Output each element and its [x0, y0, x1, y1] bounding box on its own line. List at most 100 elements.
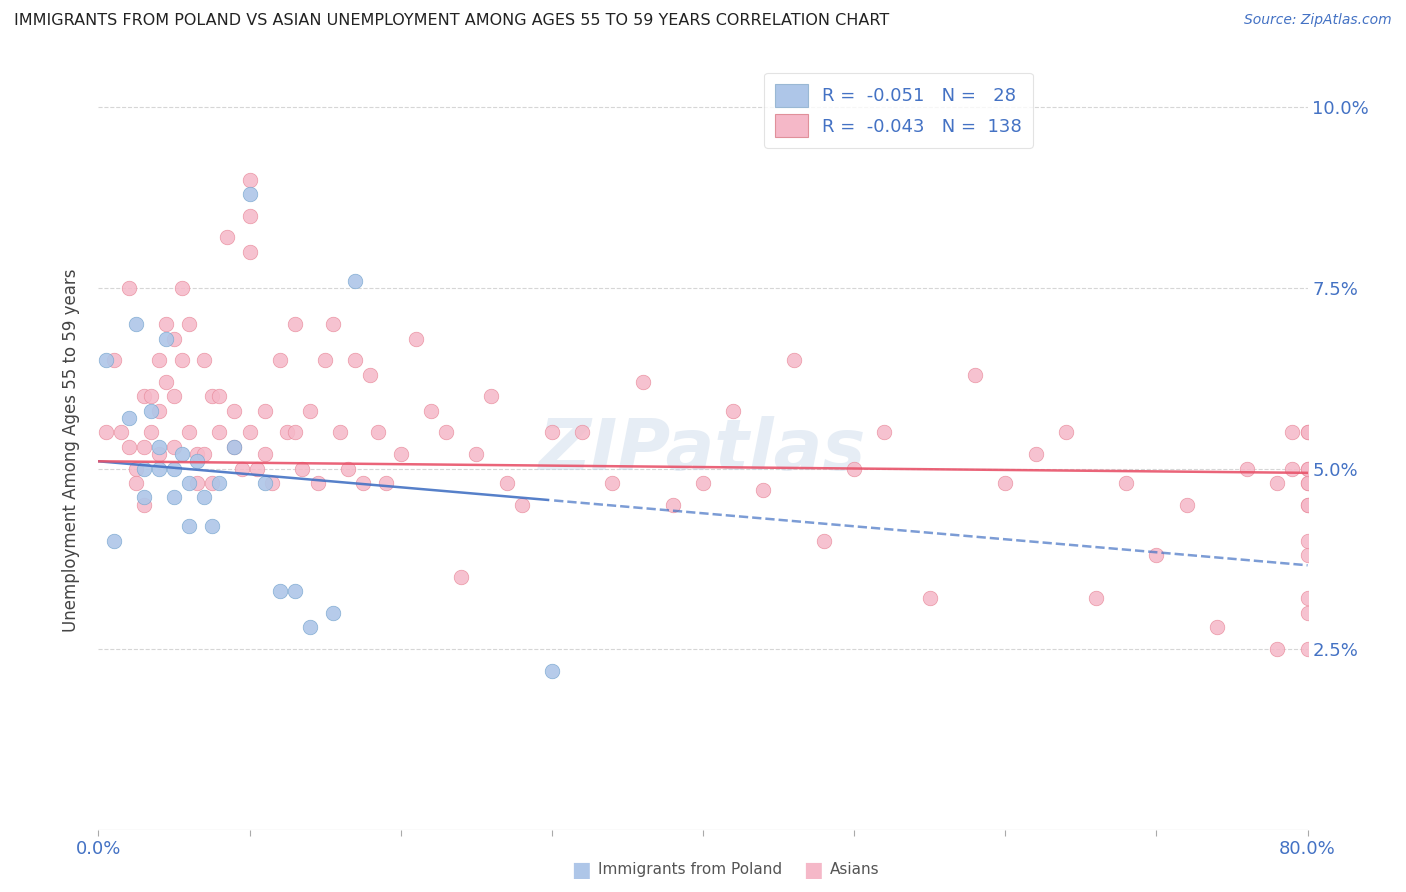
Point	[1296, 475, 1319, 490]
Point	[1236, 461, 1258, 475]
Point	[1296, 606, 1319, 620]
Point	[284, 317, 307, 331]
Point	[179, 519, 201, 533]
Point	[170, 281, 193, 295]
Point	[215, 230, 238, 244]
Point	[118, 281, 141, 295]
Point	[103, 353, 125, 368]
Point	[322, 317, 344, 331]
Point	[193, 353, 215, 368]
Point	[723, 403, 745, 417]
Point	[661, 498, 683, 512]
Point	[163, 440, 186, 454]
Point	[965, 368, 987, 382]
Point	[201, 475, 224, 490]
Point	[193, 447, 215, 461]
Point	[481, 389, 503, 403]
Point	[450, 570, 472, 584]
Point	[110, 425, 132, 440]
Point	[1296, 642, 1319, 657]
Point	[1206, 620, 1229, 634]
Point	[314, 353, 336, 368]
Point	[299, 620, 322, 634]
Legend: R =  -0.051   N =   28, R =  -0.043   N =  138: R = -0.051 N = 28, R = -0.043 N = 138	[765, 73, 1032, 148]
Point	[239, 425, 262, 440]
Point	[1144, 548, 1167, 562]
Point	[163, 491, 186, 505]
Point	[844, 461, 866, 475]
Point	[1296, 533, 1319, 548]
Text: ■: ■	[803, 860, 823, 880]
Text: IMMIGRANTS FROM POLAND VS ASIAN UNEMPLOYMENT AMONG AGES 55 TO 59 YEARS CORRELATI: IMMIGRANTS FROM POLAND VS ASIAN UNEMPLOY…	[14, 13, 890, 29]
Point	[692, 475, 714, 490]
Point	[1281, 425, 1303, 440]
Point	[155, 375, 177, 389]
Point	[1296, 461, 1319, 475]
Point	[783, 353, 806, 368]
Point	[918, 591, 941, 606]
Point	[495, 475, 517, 490]
Point	[329, 425, 352, 440]
Point	[1296, 461, 1319, 475]
Point	[571, 425, 593, 440]
Point	[1267, 475, 1289, 490]
Point	[170, 353, 193, 368]
Point	[1054, 425, 1077, 440]
Point	[1296, 425, 1319, 440]
Point	[148, 440, 170, 454]
Point	[1296, 498, 1319, 512]
Point	[253, 403, 276, 417]
Point	[813, 533, 835, 548]
Point	[148, 403, 170, 417]
Text: Asians: Asians	[830, 863, 879, 877]
Point	[352, 475, 374, 490]
Point	[269, 353, 291, 368]
Point	[186, 454, 208, 468]
Point	[1296, 548, 1319, 562]
Point	[1296, 475, 1319, 490]
Point	[208, 389, 231, 403]
Point	[1024, 447, 1046, 461]
Point	[465, 447, 488, 461]
Text: Source: ZipAtlas.com: Source: ZipAtlas.com	[1244, 13, 1392, 28]
Point	[374, 475, 396, 490]
Point	[752, 483, 775, 498]
Point	[103, 533, 125, 548]
Point	[602, 475, 624, 490]
Point	[540, 425, 562, 440]
Point	[1115, 475, 1137, 490]
Point	[94, 353, 117, 368]
Point	[405, 332, 427, 346]
Point	[155, 317, 177, 331]
Point	[132, 498, 155, 512]
Point	[307, 475, 329, 490]
Point	[186, 447, 208, 461]
Point	[148, 447, 170, 461]
Point	[284, 425, 307, 440]
Point	[1281, 461, 1303, 475]
Point	[208, 475, 231, 490]
Point	[344, 274, 367, 288]
Point	[201, 389, 224, 403]
Point	[224, 403, 246, 417]
Point	[179, 425, 201, 440]
Point	[284, 584, 307, 599]
Point	[994, 475, 1017, 490]
Point	[132, 461, 155, 475]
Point	[322, 606, 344, 620]
Point	[132, 491, 155, 505]
Text: ■: ■	[571, 860, 591, 880]
Point	[224, 440, 246, 454]
Point	[132, 389, 155, 403]
Point	[163, 461, 186, 475]
Point	[186, 475, 208, 490]
Point	[1085, 591, 1108, 606]
Point	[125, 461, 148, 475]
Point	[118, 440, 141, 454]
Point	[276, 425, 298, 440]
Point	[141, 403, 163, 417]
Point	[141, 389, 163, 403]
Point	[125, 317, 148, 331]
Point	[125, 475, 148, 490]
Point	[179, 317, 201, 331]
